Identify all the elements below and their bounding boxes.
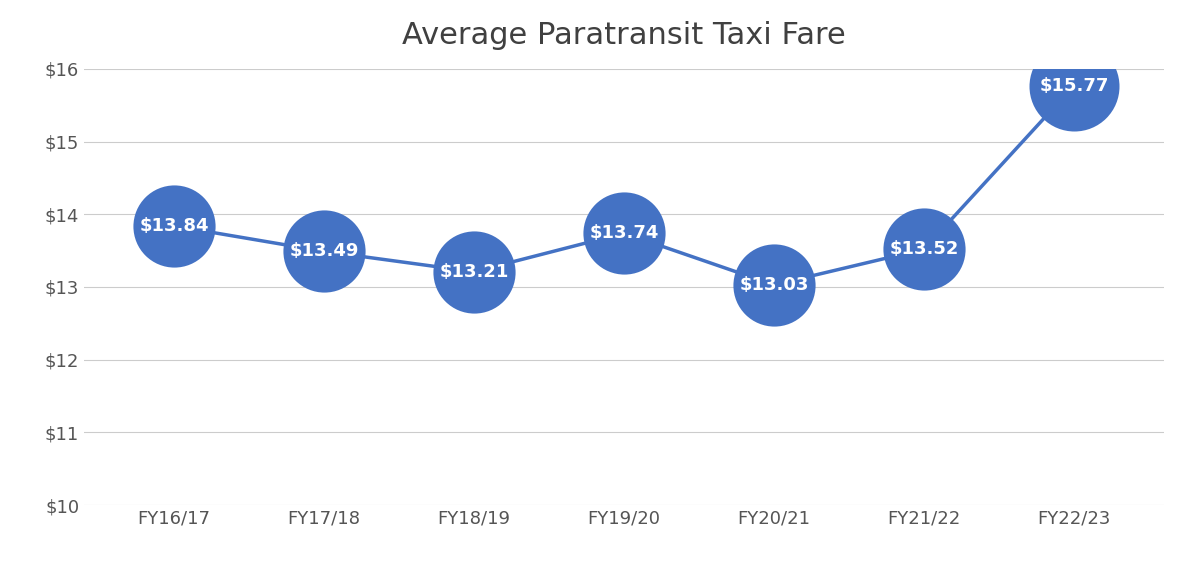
Text: $13.21: $13.21 xyxy=(439,263,509,281)
Text: $13.03: $13.03 xyxy=(739,276,809,294)
Title: Average Paratransit Taxi Fare: Average Paratransit Taxi Fare xyxy=(402,21,846,50)
Text: $15.77: $15.77 xyxy=(1039,76,1109,95)
Text: $13.49: $13.49 xyxy=(289,242,359,261)
Point xyxy=(764,280,784,289)
Point xyxy=(1064,81,1084,90)
Text: $13.52: $13.52 xyxy=(889,240,959,258)
Point xyxy=(914,245,934,254)
Text: $13.74: $13.74 xyxy=(589,224,659,242)
Point xyxy=(614,228,634,238)
Point xyxy=(314,247,334,256)
Point xyxy=(164,222,184,231)
Point xyxy=(464,267,484,276)
Text: $13.84: $13.84 xyxy=(139,217,209,235)
